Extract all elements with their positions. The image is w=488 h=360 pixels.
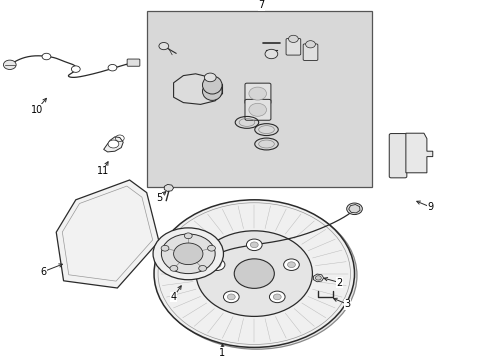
Text: 1: 1 [219, 348, 225, 358]
Text: 7: 7 [258, 0, 264, 10]
Circle shape [234, 259, 274, 288]
Circle shape [207, 246, 215, 251]
Circle shape [248, 87, 266, 100]
Circle shape [273, 294, 281, 300]
Circle shape [108, 140, 119, 148]
Circle shape [153, 228, 223, 280]
Ellipse shape [202, 76, 222, 94]
Circle shape [246, 239, 262, 251]
Circle shape [170, 265, 178, 271]
Circle shape [213, 262, 221, 267]
Circle shape [3, 60, 16, 69]
Circle shape [346, 203, 362, 215]
Circle shape [288, 35, 298, 42]
Circle shape [305, 41, 315, 48]
Circle shape [204, 73, 216, 82]
FancyBboxPatch shape [388, 134, 406, 178]
Polygon shape [164, 184, 173, 192]
Polygon shape [348, 204, 359, 213]
FancyBboxPatch shape [303, 44, 317, 60]
FancyBboxPatch shape [244, 99, 270, 120]
Circle shape [269, 291, 285, 303]
Circle shape [184, 233, 192, 239]
Circle shape [209, 259, 224, 270]
Bar [146, 11, 371, 187]
Circle shape [283, 259, 299, 270]
Circle shape [173, 243, 203, 265]
Circle shape [223, 291, 239, 303]
Circle shape [154, 200, 354, 347]
Circle shape [248, 103, 266, 116]
Polygon shape [103, 137, 123, 152]
Text: 2: 2 [336, 278, 342, 288]
Circle shape [156, 202, 356, 349]
FancyBboxPatch shape [285, 39, 300, 55]
Text: 9: 9 [427, 202, 432, 212]
FancyBboxPatch shape [127, 59, 140, 66]
Polygon shape [313, 274, 323, 282]
Circle shape [250, 242, 258, 248]
Polygon shape [173, 74, 222, 104]
Circle shape [198, 265, 206, 271]
Circle shape [161, 246, 168, 251]
Circle shape [287, 262, 295, 267]
Text: 6: 6 [40, 267, 46, 277]
FancyBboxPatch shape [244, 83, 270, 104]
Polygon shape [405, 133, 432, 173]
Circle shape [196, 231, 312, 316]
Text: 10: 10 [30, 105, 43, 115]
Polygon shape [56, 180, 159, 288]
Circle shape [161, 234, 215, 274]
Text: 3: 3 [344, 299, 349, 309]
Circle shape [71, 66, 80, 72]
Text: 11: 11 [96, 166, 109, 176]
Circle shape [264, 49, 277, 59]
Text: 4: 4 [170, 292, 176, 302]
Circle shape [108, 64, 117, 71]
Circle shape [42, 53, 51, 60]
Circle shape [315, 276, 321, 280]
Circle shape [159, 42, 168, 50]
Ellipse shape [202, 82, 222, 100]
Text: 8: 8 [419, 152, 425, 162]
Circle shape [227, 294, 235, 300]
Text: 5: 5 [156, 193, 162, 203]
